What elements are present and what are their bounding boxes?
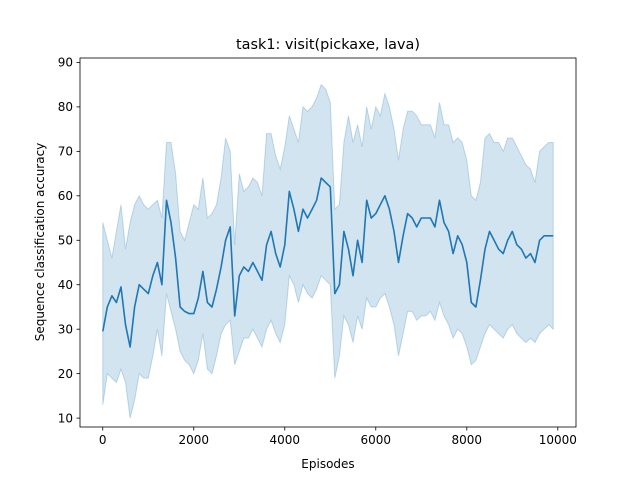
y-tick-label: 80 — [58, 100, 73, 114]
chart-title: task1: visit(pickaxe, lava) — [236, 37, 420, 53]
x-tick-label: 2000 — [178, 433, 209, 447]
plot-area — [102, 83, 554, 419]
y-tick-label: 30 — [58, 322, 73, 336]
y-axis-label: Sequence classification accuracy — [33, 143, 47, 342]
y-tick-label: 40 — [58, 278, 73, 292]
x-tick-label: 6000 — [361, 433, 392, 447]
y-tick-label: 60 — [58, 189, 73, 203]
x-axis-label: Episodes — [301, 457, 354, 471]
y-tick-label: 20 — [58, 367, 73, 381]
x-tick-label: 4000 — [269, 433, 300, 447]
y-axis-ticks: 10 20 30 40 50 60 70 80 90 — [58, 56, 80, 425]
x-tick-label: 0 — [99, 433, 107, 447]
x-axis-ticks: 0 2000 4000 6000 8000 10000 — [99, 427, 577, 447]
axes-frame — [79, 57, 577, 428]
y-tick-label: 10 — [58, 411, 73, 425]
y-tick-label: 70 — [58, 145, 73, 159]
std-band — [102, 83, 554, 419]
y-tick-label: 90 — [58, 56, 73, 70]
y-tick-label: 50 — [58, 234, 73, 248]
x-tick-label: 8000 — [452, 433, 483, 447]
mean-line — [102, 177, 554, 348]
x-tick-label: 10000 — [539, 433, 577, 447]
